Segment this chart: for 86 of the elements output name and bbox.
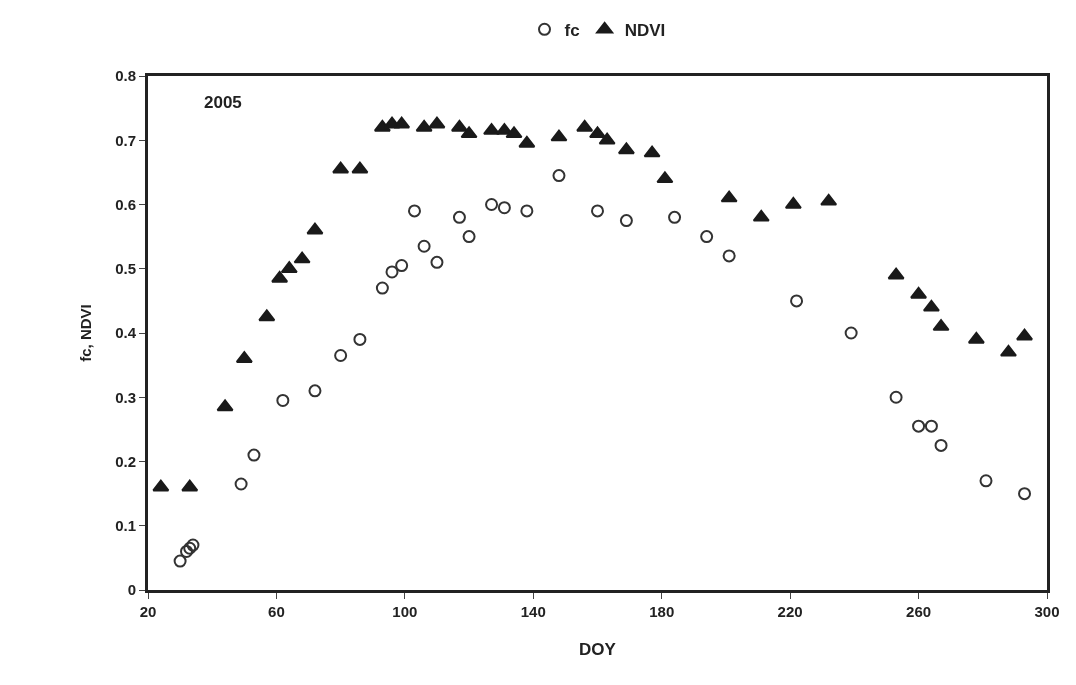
x-tick-label: 180 [649, 603, 675, 620]
point [1016, 328, 1034, 341]
y-tick-label: 0.8 [115, 67, 136, 85]
point [351, 161, 369, 174]
point [460, 126, 478, 139]
point [373, 119, 391, 132]
y-tick-label: 0.1 [115, 517, 136, 534]
point [598, 132, 616, 145]
x-tick-label: 100 [392, 603, 418, 620]
y-tick-label: 0.4 [115, 324, 137, 342]
point [520, 204, 534, 218]
point [428, 116, 446, 129]
point [844, 326, 858, 340]
point [485, 198, 499, 211]
point [152, 479, 170, 492]
point [234, 477, 248, 491]
point [181, 479, 199, 492]
point [887, 267, 905, 280]
point [889, 390, 903, 404]
y-tick-label: 0 [127, 581, 136, 599]
x-tick-label: 260 [906, 603, 932, 620]
point [216, 399, 234, 412]
point [395, 259, 409, 273]
point [656, 171, 674, 184]
point [552, 169, 566, 183]
point [934, 438, 948, 452]
x-axis-title: DOY [579, 640, 617, 660]
point [173, 554, 187, 568]
point [700, 230, 714, 244]
point [720, 190, 738, 203]
y-tick-label: 0.5 [115, 260, 136, 277]
point [518, 135, 536, 148]
point [752, 209, 770, 222]
point [462, 230, 476, 244]
point [271, 270, 289, 283]
point [505, 126, 523, 139]
point [790, 294, 804, 308]
point [591, 204, 604, 218]
point [576, 119, 594, 132]
point [668, 210, 682, 224]
x-tick-label: 60 [268, 603, 285, 620]
point [247, 448, 261, 462]
point [910, 286, 928, 299]
point [415, 119, 433, 132]
point [334, 348, 348, 362]
x-tick-label: 20 [139, 603, 157, 620]
point [922, 299, 940, 312]
point [385, 265, 399, 279]
point [353, 332, 367, 346]
point [912, 419, 926, 433]
y-axis-title: fc, NDVI [77, 304, 95, 362]
y-tick-label: 0.7 [115, 131, 136, 149]
point [276, 393, 290, 407]
point [417, 239, 431, 253]
point [924, 419, 938, 433]
point [497, 201, 511, 215]
y-tick-label: 0.2 [115, 452, 136, 470]
point [979, 474, 993, 488]
x-tick-label: 220 [777, 603, 803, 620]
point [967, 331, 985, 344]
point [1018, 487, 1032, 501]
point [617, 142, 635, 155]
point [332, 161, 350, 174]
point [375, 281, 389, 295]
point [293, 251, 311, 264]
point [450, 119, 468, 132]
y-tick-label: 0.6 [115, 195, 136, 213]
point [258, 309, 276, 322]
point [452, 210, 466, 224]
annotation: 2005 [204, 93, 242, 112]
point [308, 384, 322, 398]
point [722, 249, 736, 263]
point [820, 193, 838, 206]
point [407, 204, 421, 218]
y-tick-label: 0.3 [115, 388, 136, 406]
point [619, 214, 633, 228]
x-tick-label: 300 [1034, 603, 1060, 620]
point [999, 344, 1017, 357]
legend-label: NDVI [624, 20, 666, 40]
point [393, 116, 411, 129]
point [430, 255, 444, 269]
point [643, 145, 661, 158]
legend-label: fc [564, 20, 580, 40]
point [306, 222, 324, 235]
point [550, 129, 568, 142]
x-tick-label: 140 [520, 603, 546, 620]
